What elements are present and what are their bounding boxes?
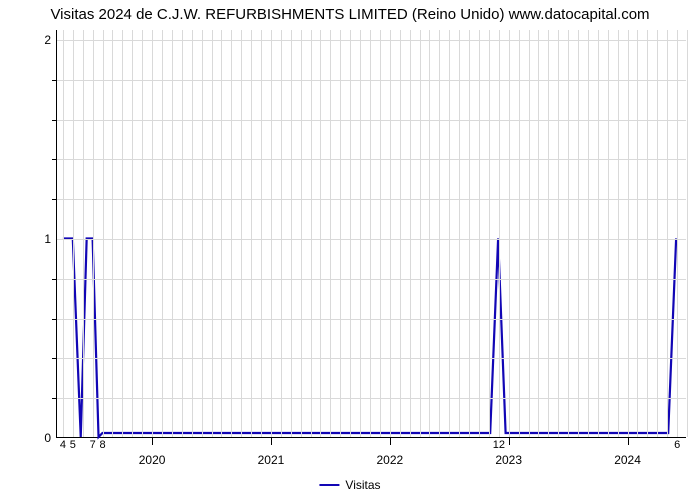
grid-line-v [618,30,619,437]
grid-line-v [677,30,678,437]
grid-line-v [687,30,688,437]
legend-label: Visitas [345,478,380,492]
grid-line-v [182,30,183,437]
grid-line-v [291,30,292,437]
grid-line-v [103,30,104,437]
x-tick-label: 2020 [139,437,166,467]
grid-line-v [400,30,401,437]
grid-line-v [370,30,371,437]
grid-line-v [449,30,450,437]
grid-line-v [499,30,500,437]
grid-line-v [231,30,232,437]
grid-line-v [63,30,64,437]
grid-line-v [311,30,312,437]
grid-line-v [469,30,470,437]
chart-container: Visitas 2024 de C.J.W. REFURBISHMENTS LI… [0,0,700,500]
grid-line-v [489,30,490,437]
grid-line-v [558,30,559,437]
grid-line-v [479,30,480,437]
x-tick-label: 2021 [258,437,285,467]
grid-line-v [588,30,589,437]
grid-line-v [330,30,331,437]
grid-line-v [241,30,242,437]
grid-line-v [420,30,421,437]
grid-line-v [152,30,153,437]
grid-line-v [83,30,84,437]
plot-area: 012202020212022202320244578126 [56,30,686,438]
legend-swatch [319,484,339,486]
grid-line-v [112,30,113,437]
grid-line-v [608,30,609,437]
grid-line-v [73,30,74,437]
x-tick-label: 2022 [376,437,403,467]
grid-line-v [538,30,539,437]
grid-line-v [132,30,133,437]
y-tick-label: 1 [44,232,57,246]
grid-line-v [667,30,668,437]
x-tick-minor-label: 6 [674,437,680,451]
x-tick-minor-label: 5 [70,437,76,451]
grid-line-v [529,30,530,437]
grid-line-v [340,30,341,437]
grid-line-v [429,30,430,437]
grid-line-v [568,30,569,437]
grid-line-v [192,30,193,437]
grid-line-v [410,30,411,437]
y-tick-label: 0 [44,431,57,445]
grid-line-v [122,30,123,437]
grid-line-v [578,30,579,437]
grid-line-v [320,30,321,437]
grid-line-v [647,30,648,437]
grid-line-v [251,30,252,437]
grid-line-v [172,30,173,437]
grid-line-v [271,30,272,437]
x-tick-minor-label: 4 [60,437,66,451]
x-tick-minor-label: 7 [90,437,96,451]
grid-line-v [142,30,143,437]
grid-line-v [360,30,361,437]
grid-line-v [301,30,302,437]
grid-line-v [202,30,203,437]
grid-line-v [350,30,351,437]
grid-line-v [598,30,599,437]
y-tick-label: 2 [44,33,57,47]
grid-line-v [212,30,213,437]
x-tick-minor-label: 12 [493,437,505,451]
grid-line-v [221,30,222,437]
grid-line-v [93,30,94,437]
x-tick-label: 2024 [614,437,641,467]
grid-line-v [519,30,520,437]
grid-line-v [459,30,460,437]
grid-line-v [261,30,262,437]
grid-line-v [657,30,658,437]
grid-line-v [390,30,391,437]
grid-line-v [380,30,381,437]
grid-line-v [509,30,510,437]
grid-line-v [439,30,440,437]
legend: Visitas [319,478,380,492]
grid-line-v [281,30,282,437]
grid-line-v [628,30,629,437]
grid-line-v [637,30,638,437]
grid-line-v [162,30,163,437]
x-tick-minor-label: 8 [99,437,105,451]
grid-line-v [548,30,549,437]
chart-title: Visitas 2024 de C.J.W. REFURBISHMENTS LI… [0,0,700,23]
